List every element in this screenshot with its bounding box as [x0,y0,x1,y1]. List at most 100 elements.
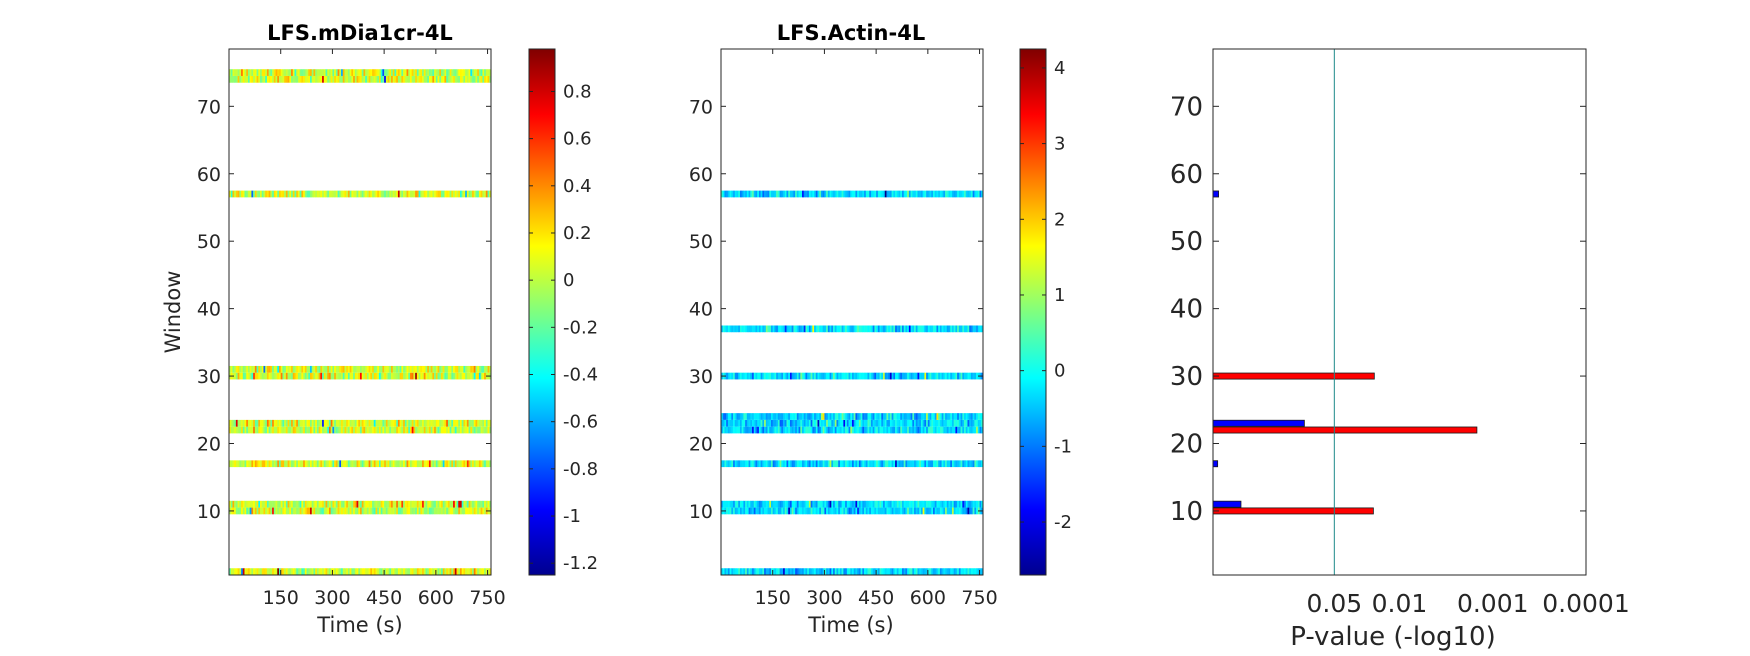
heatmap-cell [332,75,335,83]
heatmap-cell [910,190,913,198]
heatmap-cell [957,372,960,380]
heatmap-cell [736,419,739,427]
heatmap-cell [886,190,889,198]
heatmap-cell [265,75,268,83]
heatmap-cell [365,365,368,373]
heatmap-cell [833,413,836,420]
heatmap-cell [793,190,796,198]
heatmap-cell [365,75,368,83]
heatmap-cell [964,426,967,434]
heatmap-cell [322,507,325,515]
heatmap-cell [905,190,908,198]
heatmap-cell [434,507,437,515]
heatmap-cell [287,75,290,83]
heatmap-cell [285,190,288,198]
colorbar-tick-label: -2 [1054,512,1072,533]
heatmap-cell [910,568,913,575]
heatmap-cell [382,419,385,427]
heatmap-cell [927,426,930,434]
heatmap-cell [366,69,369,76]
heatmap-cell [316,75,319,83]
heatmap-cell [905,325,908,333]
heatmap-cell [951,419,954,427]
heatmap-cell [287,419,290,427]
heatmap-cell [411,365,414,373]
heatmap-cell [727,507,730,515]
heatmap-cell [394,75,397,83]
heatmap-cell [758,500,761,508]
heatmap-cell [475,365,478,373]
heatmap-cell [242,568,245,575]
heatmap-cell [920,190,923,198]
y-tick-label: 70 [1170,92,1203,122]
heatmap-cell [401,190,404,198]
panel2-axes-box [720,48,984,576]
heatmap-cell [807,372,810,380]
heatmap-cell [908,325,911,333]
heatmap-cell [344,69,347,76]
heatmap-cell [447,460,450,468]
heatmap-cell [924,568,927,575]
heatmap-cell [404,419,407,427]
heatmap-cell [852,460,855,468]
x-tick-label: 150 [755,587,791,609]
heatmap-cell [898,413,901,420]
heatmap-cell [356,426,359,434]
heatmap-cell [829,426,832,434]
heatmap-cell [753,372,756,380]
panel2-title: LFS.Actin-4L [777,21,925,45]
heatmap-cell [845,325,848,333]
heatmap-cell [812,460,815,468]
heatmap-cell [955,419,958,427]
heatmap-cell [422,568,425,575]
heatmap-cell [237,372,240,380]
heatmap-cell [893,426,896,434]
colorbar-tick-label: 2 [1054,209,1065,230]
heatmap-cell [824,372,827,380]
heatmap-cell [316,419,319,427]
heatmap-cell [945,419,948,427]
heatmap-cell [420,190,423,198]
heatmap-cell [722,500,725,508]
heatmap-cell [796,413,799,420]
heatmap-cell [387,500,390,508]
heatmap-cell [428,69,431,76]
heatmap-cell [263,500,266,508]
heatmap-cell [366,500,369,508]
heatmap-cell [838,568,841,575]
y-tick-label: 70 [197,96,221,118]
heatmap-cell [478,500,481,508]
heatmap-cell [820,426,823,434]
heatmap-cell [384,75,387,83]
heatmap-cell [888,507,891,515]
heatmap-cell [793,419,796,427]
heatmap-cell [415,568,418,575]
heatmap-cell [444,69,447,76]
heatmap-cell [489,460,492,468]
heatmap-cell [805,190,808,198]
heatmap-cell [769,460,772,468]
heatmap-cell [446,460,449,468]
heatmap-cell [886,413,889,420]
heatmap-cell [874,419,877,427]
heatmap-cell [729,426,732,434]
heatmap-cell [270,372,273,380]
heatmap-cell [416,190,419,198]
heatmap-cell [403,500,406,508]
heatmap-cell [394,190,397,198]
heatmap-cell [253,568,256,575]
heatmap-cell [278,460,282,468]
heatmap-cell [810,413,813,420]
heatmap-cell [779,568,782,575]
heatmap-cell [884,426,887,434]
heatmap-cell [920,419,923,427]
heatmap-cell [733,190,736,198]
heatmap-cell [266,75,269,83]
heatmap-cell [731,419,734,427]
heatmap-cell [839,460,842,468]
heatmap-cell [427,460,430,468]
heatmap-cell [384,500,387,508]
heatmap-cell [755,460,758,468]
heatmap-cell [895,568,898,575]
heatmap-cell [428,419,431,427]
